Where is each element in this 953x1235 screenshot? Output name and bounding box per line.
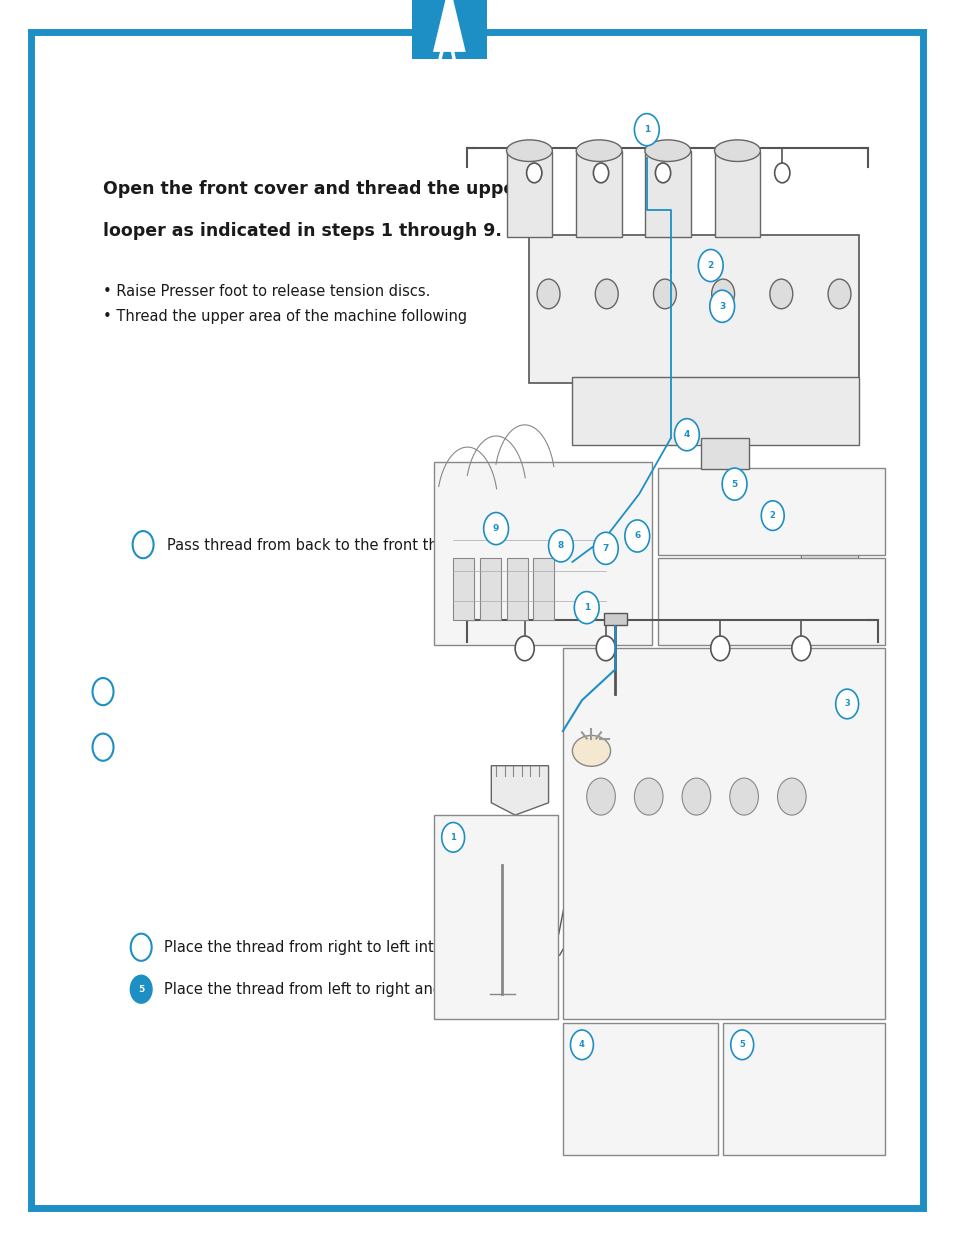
Ellipse shape	[714, 140, 760, 162]
Circle shape	[710, 636, 729, 661]
Circle shape	[574, 592, 598, 624]
Circle shape	[760, 501, 783, 531]
Text: Pass thread from back to the front through the: Pass thread from back to the front throu…	[167, 538, 509, 553]
Circle shape	[827, 279, 850, 309]
Ellipse shape	[644, 140, 690, 162]
Circle shape	[681, 778, 710, 815]
Bar	[658, 558, 884, 645]
Bar	[412, 0, 486, 59]
Text: 6: 6	[634, 531, 639, 541]
Circle shape	[769, 279, 792, 309]
Text: 5: 5	[138, 984, 144, 994]
Circle shape	[791, 636, 810, 661]
Bar	[529, 235, 858, 383]
Circle shape	[653, 279, 676, 309]
Circle shape	[92, 734, 113, 761]
Text: 5: 5	[739, 1040, 744, 1050]
Text: looper as indicated in steps 1 through 9.: looper as indicated in steps 1 through 9…	[103, 222, 501, 241]
Circle shape	[777, 778, 805, 815]
Circle shape	[655, 163, 670, 183]
Text: 2: 2	[707, 261, 713, 270]
Polygon shape	[519, 534, 591, 587]
Text: 2: 2	[769, 511, 775, 520]
Bar	[453, 558, 474, 620]
Circle shape	[131, 934, 152, 961]
Text: 4: 4	[683, 430, 689, 440]
Circle shape	[593, 163, 608, 183]
Circle shape	[634, 778, 662, 815]
Circle shape	[730, 1030, 753, 1060]
Circle shape	[595, 279, 618, 309]
Circle shape	[92, 678, 113, 705]
Text: 3: 3	[719, 301, 724, 311]
Text: Open the front cover and thread the upper: Open the front cover and thread the uppe…	[103, 180, 523, 198]
Circle shape	[570, 1030, 593, 1060]
Bar	[479, 558, 500, 620]
Text: 1: 1	[450, 832, 456, 842]
Text: Place the thread from left to right and: Place the thread from left to right and	[164, 982, 442, 997]
Text: Place the thread from right to left into: Place the thread from right to left into	[164, 940, 442, 955]
Circle shape	[729, 778, 758, 815]
Circle shape	[711, 279, 734, 309]
Text: 3: 3	[843, 699, 849, 709]
Polygon shape	[491, 766, 548, 815]
Circle shape	[835, 689, 858, 719]
Circle shape	[586, 778, 615, 815]
Bar	[434, 815, 558, 1019]
Text: • Thread the upper area of the machine following: • Thread the upper area of the machine f…	[103, 309, 467, 324]
Bar	[506, 558, 527, 620]
Bar	[603, 613, 626, 625]
Bar	[658, 468, 884, 555]
Circle shape	[515, 636, 534, 661]
Circle shape	[483, 513, 508, 545]
Bar	[714, 151, 760, 237]
Bar	[562, 648, 884, 1019]
Ellipse shape	[506, 140, 552, 162]
Circle shape	[721, 468, 746, 500]
Text: 4: 4	[578, 1040, 584, 1050]
Bar	[434, 462, 651, 645]
Circle shape	[537, 279, 559, 309]
Bar	[722, 1023, 884, 1155]
Bar	[562, 1023, 718, 1155]
Polygon shape	[467, 463, 534, 525]
Ellipse shape	[572, 736, 610, 766]
Text: • Raise Presser foot to release tension discs.: • Raise Presser foot to release tension …	[103, 284, 430, 299]
Bar	[576, 151, 621, 237]
Circle shape	[441, 823, 464, 852]
Circle shape	[526, 163, 541, 183]
Bar	[700, 438, 748, 469]
Polygon shape	[486, 506, 553, 562]
Circle shape	[131, 976, 152, 1003]
Circle shape	[596, 636, 615, 661]
Text: 9: 9	[493, 524, 498, 534]
Bar	[506, 151, 552, 237]
Text: 1: 1	[643, 125, 649, 135]
Circle shape	[548, 530, 573, 562]
Bar	[533, 558, 554, 620]
Circle shape	[698, 249, 722, 282]
Circle shape	[634, 114, 659, 146]
Bar	[572, 377, 858, 445]
Bar	[644, 151, 690, 237]
Text: 1: 1	[583, 603, 589, 613]
Circle shape	[624, 520, 649, 552]
Circle shape	[774, 163, 789, 183]
Text: 5: 5	[731, 479, 737, 489]
Text: 8: 8	[558, 541, 563, 551]
Polygon shape	[433, 0, 465, 52]
Text: 7: 7	[602, 543, 608, 553]
Ellipse shape	[576, 140, 621, 162]
Polygon shape	[801, 525, 858, 574]
Circle shape	[709, 290, 734, 322]
Circle shape	[593, 532, 618, 564]
Circle shape	[132, 531, 153, 558]
Circle shape	[674, 419, 699, 451]
